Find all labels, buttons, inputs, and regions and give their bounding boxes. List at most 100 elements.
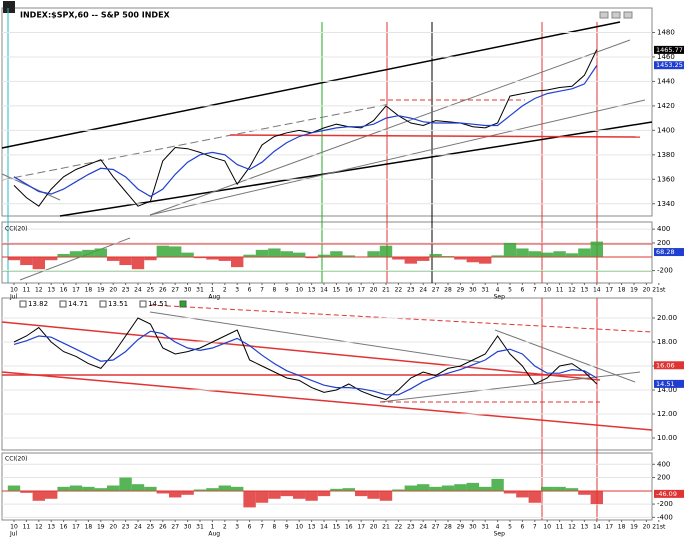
x-tick-label: 18: [618, 524, 626, 531]
y-tick-label: -400: [657, 513, 673, 521]
y-tick-label: -200: [657, 500, 673, 508]
x-tick-label: 11: [556, 524, 564, 531]
cci-bar: [417, 484, 430, 491]
cci-bar: [491, 255, 504, 257]
x-tick-label: 7: [533, 524, 537, 531]
y-tick-label: 1380: [657, 151, 675, 159]
cci-bar: [590, 490, 603, 505]
cci-bar: [193, 489, 207, 491]
cci-bar: [131, 484, 145, 491]
x-tick-label: 14: [593, 524, 601, 531]
x-tick-label: 13: [47, 287, 55, 294]
legend-box: [139, 300, 147, 308]
cci-bar: [317, 490, 331, 497]
month-label: Sep: [494, 294, 506, 301]
x-tick-label: 11: [23, 287, 31, 294]
cci-bar: [144, 486, 157, 491]
price-panel: [1, 7, 653, 217]
cci-bar: [255, 490, 269, 503]
cci-bar: [479, 256, 492, 264]
y-tick-label: 20.00: [657, 314, 677, 322]
x-tick-label: 28: [444, 287, 452, 294]
cci-bar: [156, 490, 169, 494]
x-tick-label: 24: [419, 524, 427, 531]
x-tick-label: 29: [457, 524, 465, 531]
x-tick-label: 10: [543, 524, 551, 531]
cci-bar: [392, 256, 405, 260]
x-tick-label: 22: [395, 287, 403, 294]
cci-bar: [218, 485, 231, 491]
cci-bar: [94, 488, 107, 491]
x-tick-label: 13: [308, 287, 316, 294]
cci-bar: [69, 485, 83, 491]
control[interactable]: [599, 11, 609, 19]
control[interactable]: [623, 11, 633, 19]
x-tick-label: 21st: [652, 524, 666, 531]
cci-bar: [553, 486, 566, 491]
cci-bar: [231, 256, 244, 268]
cci-bar: [367, 251, 380, 257]
cci-bar: [541, 252, 554, 257]
cci-bar: [454, 256, 467, 260]
legend-box: [59, 300, 67, 308]
x-tick-label: 13: [47, 524, 55, 531]
y-tick-label: 1480: [657, 28, 675, 36]
cci-bar: [330, 251, 343, 257]
cci-bar: [57, 486, 70, 491]
y-tick-label: 400: [657, 460, 670, 468]
cci-bar: [528, 251, 541, 257]
x-tick-label: 10: [295, 287, 303, 294]
x-tick-label: 27: [432, 287, 440, 294]
x-tick-label: 12: [568, 287, 576, 294]
cci-bar: [429, 486, 442, 491]
cci-bar: [181, 252, 194, 257]
cci-bar: [206, 256, 219, 260]
x-tick-label: 5: [508, 287, 512, 294]
x-tick-label: 19: [630, 524, 638, 531]
panel-label: CCI(20): [5, 456, 27, 463]
cci-bar: [57, 254, 70, 257]
cci-bar: [441, 485, 455, 491]
y-tick-label: 1360: [657, 175, 675, 183]
cci-bar: [82, 486, 95, 491]
cci-bar: [181, 490, 194, 495]
x-tick-label: 24: [134, 524, 142, 531]
cci-bar: [578, 490, 591, 495]
x-tick-label: 16: [60, 524, 68, 531]
x-tick-label: 8: [272, 524, 276, 531]
x-tick-label: 16: [345, 524, 353, 531]
x-tick-label: 5: [508, 524, 512, 531]
cci-bar: [441, 256, 455, 257]
cci-bar: [305, 256, 318, 259]
y-tick-label: 1420: [657, 102, 675, 110]
trend-line: [379, 371, 641, 403]
cci-bar: [7, 485, 21, 491]
trend-line: [149, 39, 631, 216]
price-tag: [654, 379, 684, 388]
cci-bar: [7, 256, 21, 261]
cci-bar: [355, 256, 368, 258]
x-tick-label: 18: [618, 287, 626, 294]
x-tick-label: 3: [235, 524, 239, 531]
x-tick-label: 6: [248, 524, 252, 531]
x-tick-label: 4: [496, 287, 500, 294]
cci-bar: [32, 256, 45, 270]
cci-bar: [243, 490, 256, 508]
x-tick-label: 25: [147, 524, 155, 531]
y-tick-label: 10.00: [657, 434, 677, 442]
x-tick-label: 17: [357, 287, 365, 294]
x-tick-label: 14: [320, 524, 328, 531]
x-tick-label: 17: [357, 524, 365, 531]
x-tick-label: 20: [370, 524, 378, 531]
y-tick-label: 1400: [657, 126, 675, 134]
control[interactable]: [611, 11, 621, 19]
y-tick-label: 1460: [657, 53, 675, 61]
cci-bar: [379, 490, 393, 501]
cci-bar: [565, 253, 579, 257]
price-tag: [654, 361, 684, 370]
cci-bar: [131, 256, 145, 270]
x-tick-label: 29: [457, 287, 465, 294]
x-tick-label: 10: [295, 524, 303, 531]
cci-bar: [379, 245, 393, 257]
